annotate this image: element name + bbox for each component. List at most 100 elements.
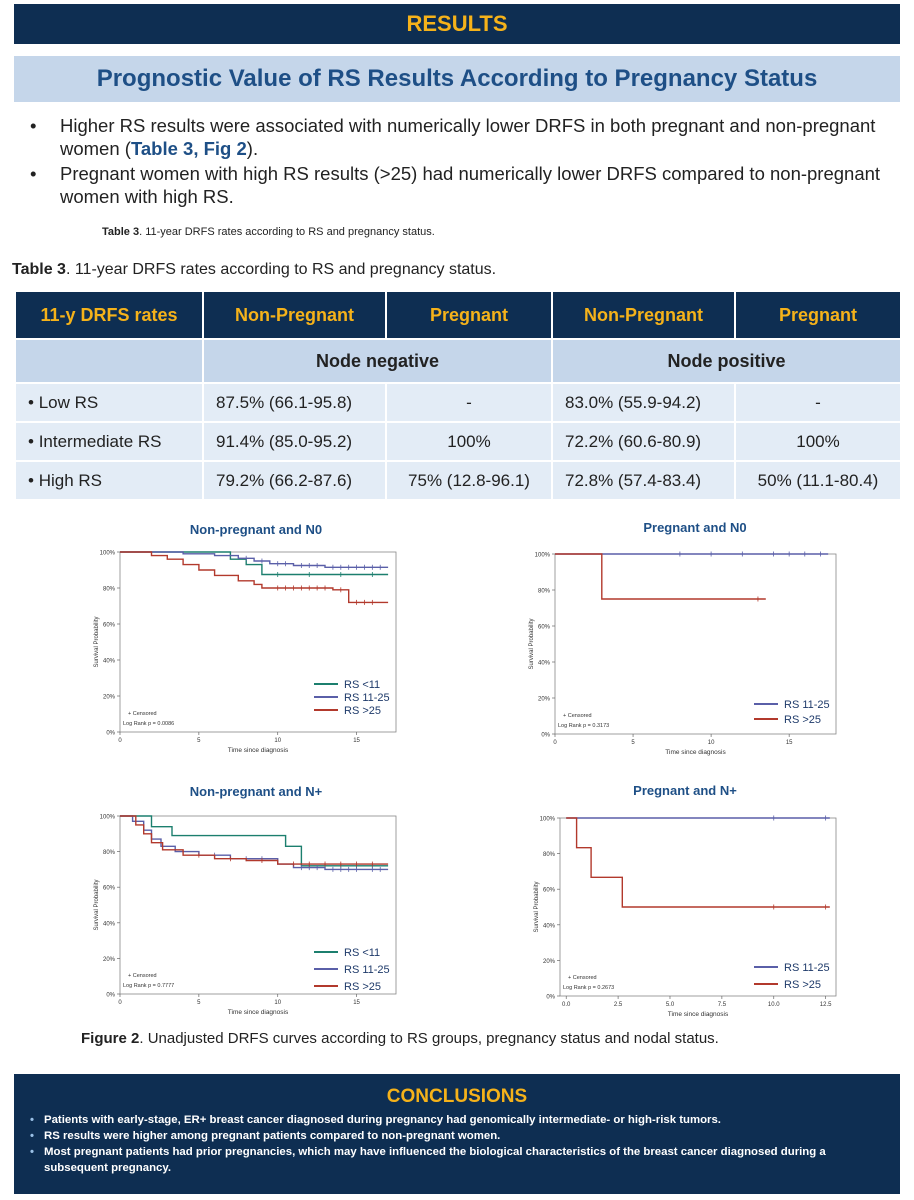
y-axis-label: Survival Probability xyxy=(94,616,100,667)
x-tick-label: 5 xyxy=(197,1000,201,1006)
censored-note: + Censored xyxy=(563,713,592,719)
caption-text: . 11-year DRFS rates according to RS and… xyxy=(65,261,497,278)
plot-frame xyxy=(119,551,397,733)
caption-label: Table 3 xyxy=(102,226,140,238)
conclusion-item: RS results were higher among pregnant pa… xyxy=(28,1128,882,1144)
legend-label: RS >25 xyxy=(344,705,381,717)
censored-note: + Censored xyxy=(128,711,157,717)
column-header: Non-Pregnant xyxy=(202,290,387,340)
legend-label: RS >25 xyxy=(344,981,381,993)
x-axis-label: Time since diagnosis xyxy=(228,1009,289,1016)
y-tick-label: 40% xyxy=(538,661,551,667)
y-tick-label: 40% xyxy=(103,659,116,665)
table-cell: 83.0% (55.9-94.2) xyxy=(551,382,736,423)
table-cell: 87.5% (66.1-95.8) xyxy=(202,382,387,423)
y-tick-label: 20% xyxy=(538,697,551,703)
table-cell: 50% (11.1-80.4) xyxy=(734,460,902,501)
censored-note: + Censored xyxy=(568,975,597,981)
table-cell: 72.8% (57.4-83.4) xyxy=(551,460,736,501)
table-cell: 100% xyxy=(734,421,902,462)
x-tick-label: 0 xyxy=(553,740,557,746)
legend-label: RS 11-25 xyxy=(344,692,390,704)
caption-label: Table 3 xyxy=(12,261,66,278)
row-label: • Intermediate RS xyxy=(14,421,204,462)
logrank-pvalue: Log Rank p = 0.0086 xyxy=(123,721,174,727)
x-tick-label: 7.5 xyxy=(718,1002,727,1008)
x-tick-label: 15 xyxy=(353,738,360,744)
y-tick-label: 60% xyxy=(103,886,116,892)
table-cell: 79.2% (66.2-87.6) xyxy=(202,460,387,501)
y-tick-label: 80% xyxy=(103,850,116,856)
group-spacer xyxy=(14,338,204,384)
series-line xyxy=(566,817,830,908)
series-line xyxy=(120,551,389,576)
group-node-positive: Node positive xyxy=(551,338,902,384)
table-cell: - xyxy=(385,382,553,423)
bullet-item: Pregnant women with high RS results (>25… xyxy=(26,162,886,208)
results-bullets: Higher RS results were associated with n… xyxy=(26,114,886,210)
column-header: 11-y DRFS rates xyxy=(14,290,204,340)
x-tick-label: 2.5 xyxy=(614,1002,623,1008)
y-tick-label: 80% xyxy=(538,589,551,595)
results-header: RESULTS xyxy=(14,4,900,44)
y-tick-label: 20% xyxy=(103,957,116,963)
table-cell: - xyxy=(734,382,902,423)
drfs-table: 11-y DRFS rates Non-Pregnant Pregnant No… xyxy=(14,290,902,501)
y-tick-label: 0% xyxy=(106,993,115,999)
y-tick-label: 0% xyxy=(541,733,550,739)
y-tick-label: 80% xyxy=(543,852,556,858)
table-caption-small: Table 3. 11-year DRFS rates according to… xyxy=(102,226,435,238)
y-axis-label: Survival Probability xyxy=(94,879,100,930)
x-axis-label: Time since diagnosis xyxy=(665,749,726,756)
series-line xyxy=(120,815,389,867)
legend-label: RS 11-25 xyxy=(784,699,830,711)
legend-label: RS <11 xyxy=(344,679,380,691)
legend-label: RS >25 xyxy=(784,979,821,991)
table-cell: 91.4% (85.0-95.2) xyxy=(202,421,387,462)
x-tick-label: 5 xyxy=(197,738,201,744)
x-tick-label: 0.0 xyxy=(562,1002,571,1008)
bullet-item: Higher RS results were associated with n… xyxy=(26,114,886,160)
x-tick-label: 15 xyxy=(786,740,793,746)
table-header-row: 11-y DRFS rates Non-Pregnant Pregnant No… xyxy=(14,290,902,340)
y-tick-label: 60% xyxy=(543,888,556,894)
column-header: Pregnant xyxy=(385,290,553,340)
chart-title: Pregnant and N0 xyxy=(643,520,746,535)
section-subtitle: Prognostic Value of RS Results According… xyxy=(14,56,900,102)
km-chart-nonpregnant-nplus: Non-pregnant and N+ 0% 20% 40% 60% 80% 100% 0 5 1… xyxy=(94,784,397,1016)
x-tick-label: 10.0 xyxy=(768,1002,780,1008)
y-tick-label: 100% xyxy=(535,553,551,559)
x-tick-label: 0 xyxy=(118,738,122,744)
row-label: • High RS xyxy=(14,460,204,501)
x-tick-label: 10 xyxy=(274,738,281,744)
table-group-row: Node negative Node positive xyxy=(14,338,902,384)
y-tick-label: 20% xyxy=(543,959,556,965)
conclusions-title: CONCLUSIONS xyxy=(386,1086,528,1107)
y-tick-label: 100% xyxy=(540,817,556,823)
group-node-negative: Node negative xyxy=(202,338,553,384)
table-cell: 100% xyxy=(385,421,553,462)
x-tick-label: 12.5 xyxy=(820,1002,832,1008)
legend-label: RS 11-25 xyxy=(344,964,390,976)
x-tick-label: 10 xyxy=(274,1000,281,1006)
x-tick-label: 10 xyxy=(708,740,715,746)
row-label: • Low RS xyxy=(14,382,204,423)
table-cell: 72.2% (60.6-80.9) xyxy=(551,421,736,462)
legend-label: RS 11-25 xyxy=(784,962,830,974)
km-chart-pregnant-n0: Pregnant and N0 0% 20% 40% 60% 80% 100% 0 5 10 15 T… xyxy=(529,520,837,756)
y-tick-label: 20% xyxy=(103,695,116,701)
table-row: • High RS 79.2% (66.2-87.6) 75% (12.8-96… xyxy=(14,460,902,501)
censored-note: + Censored xyxy=(128,973,157,979)
conclusion-item: Most pregnant patients had prior pregnan… xyxy=(28,1144,882,1176)
bullet-text-end: ). xyxy=(246,138,259,159)
logrank-pvalue: Log Rank p = 0.2673 xyxy=(563,985,614,991)
series-line xyxy=(555,553,766,600)
chart-title: Non-pregnant and N+ xyxy=(190,784,323,799)
series-line xyxy=(120,815,389,865)
legend-label: RS >25 xyxy=(784,714,821,726)
conclusions-box: CONCLUSIONS Patients with early-stage, E… xyxy=(14,1074,900,1194)
y-tick-label: 0% xyxy=(546,995,555,1001)
x-tick-label: 15 xyxy=(353,1000,360,1006)
km-chart-nonpregnant-n0: Non-pregnant and N0 0% 20% 40% 60% 80% 100% 0 5 1… xyxy=(94,522,397,754)
x-tick-label: 0 xyxy=(118,1000,122,1006)
